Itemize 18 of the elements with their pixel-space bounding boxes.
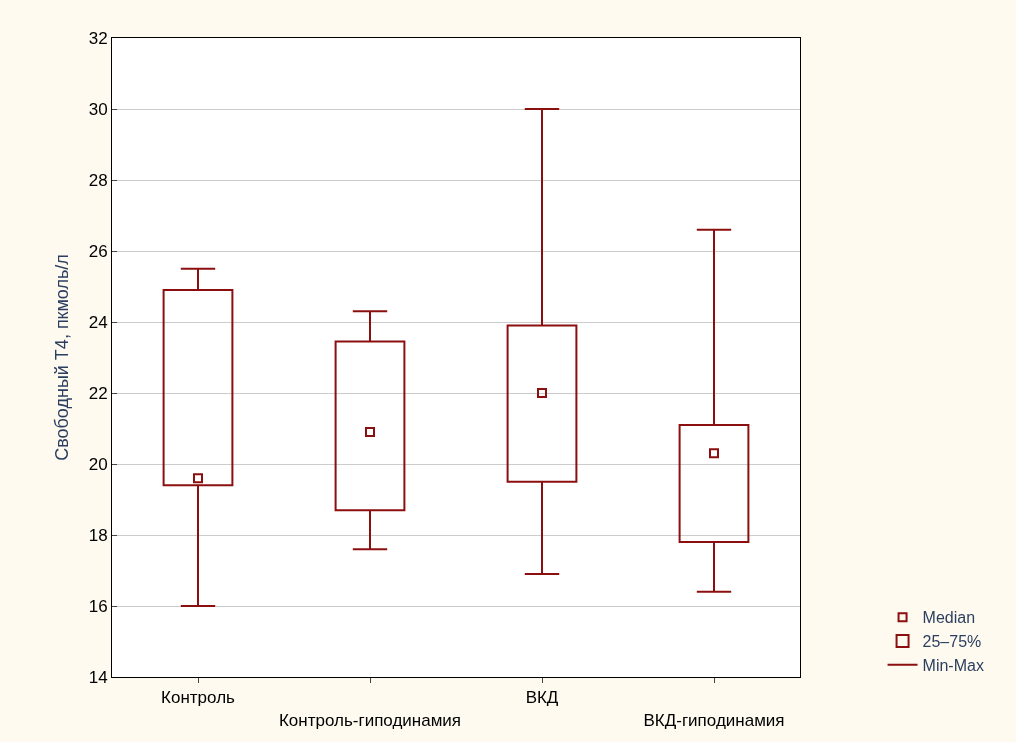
y-tick-label: 18	[88, 525, 108, 545]
y-axis-title: Свободный Т4, пкмоль/л	[51, 254, 72, 461]
text: 25–75%	[922, 633, 982, 651]
y-tick-label: 24	[88, 312, 108, 332]
text: Median	[922, 609, 976, 627]
y-tick-label: 22	[88, 383, 108, 403]
y-tick-label: 28	[88, 170, 108, 190]
y-tick-label: 30	[88, 99, 108, 119]
y-tick-label: 32	[88, 28, 108, 48]
y-tick-label: 20	[88, 454, 108, 474]
y-tick-label: 16	[88, 596, 108, 616]
x-tick-label: Контроль-гиподинамия	[278, 710, 462, 730]
x-tick-label: Контроль	[161, 688, 236, 708]
x-tick-label: ВКД-гиподинамия	[643, 710, 785, 730]
x-tick-label: ВКД	[525, 688, 559, 708]
y-tick-label: 14	[88, 667, 108, 687]
y-tick-label: 26	[88, 241, 108, 261]
text: Min-Max	[922, 657, 984, 675]
